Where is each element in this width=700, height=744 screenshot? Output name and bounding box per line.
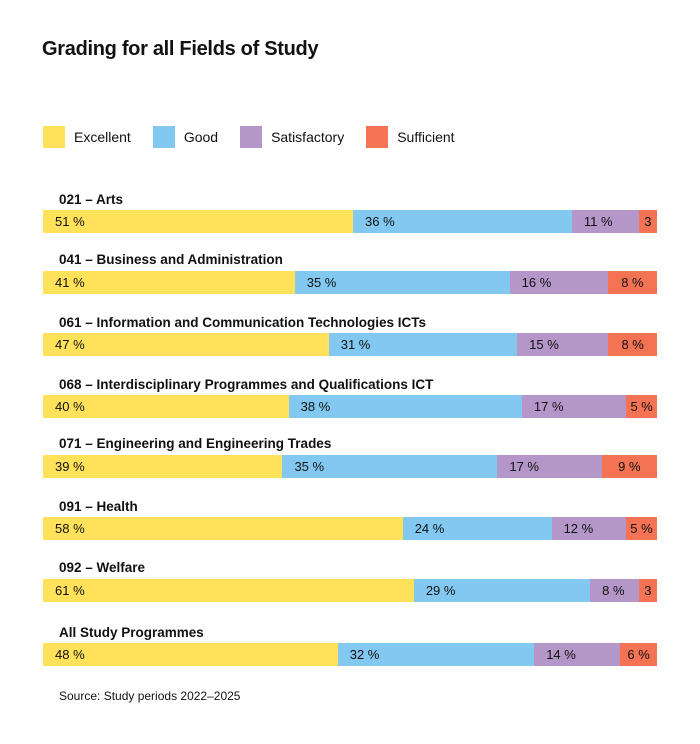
- bar-segment-good: 35 %: [294, 271, 510, 294]
- bar-segment-sufficient: 8 %: [607, 271, 657, 294]
- category-label: 071 – Engineering and Engineering Trades: [59, 436, 332, 451]
- bar-segment-satisfactory: 17 %: [497, 455, 602, 478]
- legend-label: Good: [183, 129, 219, 145]
- legend-item-excellent: Excellent: [43, 126, 131, 148]
- legend-item-satisfactory: Satisfactory: [240, 126, 344, 148]
- bar-segment-satisfactory: 14 %: [534, 643, 621, 666]
- bar-segment-sufficient: 6 %: [620, 643, 657, 666]
- category-label: 021 – Arts: [59, 192, 124, 207]
- legend-swatch: [366, 126, 389, 148]
- stacked-bar: 40 % 38 % 17 % 5 %: [43, 395, 657, 418]
- bar-segment-sufficient: 5 %: [626, 395, 657, 418]
- bar-segment-good: 35 %: [282, 455, 498, 478]
- bar-segment-excellent: 58 %: [43, 517, 403, 540]
- legend-swatch: [43, 126, 65, 148]
- stacked-bar: 61 % 29 % 8 % 3: [43, 579, 657, 602]
- bar-segment-sufficient: 5 %: [625, 517, 657, 540]
- bar-segment-good: 24 %: [402, 517, 552, 540]
- bar-segment-good: 32 %: [337, 643, 535, 666]
- bar-segment-sufficient: 9 %: [601, 455, 657, 478]
- legend-label: Sufficient: [397, 129, 455, 145]
- category-label: 061 – Information and Communication Tech…: [59, 315, 427, 330]
- bar-segment-satisfactory: 16 %: [509, 271, 608, 294]
- legend-swatch: [240, 126, 263, 148]
- stacked-bar: 51 % 36 % 11 % 3: [43, 210, 657, 233]
- bar-segment-good: 29 %: [413, 579, 591, 602]
- stacked-bar: 41 % 35 % 16 % 8 %: [43, 271, 657, 294]
- bar-segment-excellent: 39 %: [43, 455, 283, 478]
- bar-segment-good: 36 %: [353, 210, 572, 233]
- legend-label: Satisfactory: [271, 129, 345, 145]
- bar-segment-excellent: 51 %: [43, 210, 354, 233]
- stacked-bar: 47 % 31 % 15 % 8 %: [43, 333, 657, 356]
- bar-segment-sufficient: 3: [638, 579, 657, 602]
- category-label: 092 – Welfare: [59, 560, 146, 575]
- legend: Excellent Good Satisfactory Sufficient: [43, 126, 477, 148]
- legend-item-good: Good: [152, 126, 219, 148]
- stacked-bar: 58 % 24 % 12 % 5 %: [43, 517, 657, 540]
- bar-segment-good: 38 %: [288, 395, 522, 418]
- legend-item-sufficient: Sufficient: [366, 126, 455, 148]
- bar-segment-excellent: 61 %: [43, 579, 414, 602]
- bar-segment-excellent: 48 %: [43, 643, 338, 666]
- source-note: Source: Study periods 2022–2025: [59, 689, 241, 703]
- bar-segment-sufficient: 3: [638, 210, 657, 233]
- bar-segment-excellent: 47 %: [43, 333, 329, 356]
- category-label: 041 – Business and Administration: [59, 252, 283, 267]
- bar-segment-satisfactory: 12 %: [551, 517, 626, 540]
- bar-segment-excellent: 41 %: [43, 271, 295, 294]
- stacked-bar: 39 % 35 % 17 % 9 %: [43, 455, 657, 478]
- stacked-bar: 48 % 32 % 14 % 6 %: [43, 643, 657, 666]
- bar-segment-satisfactory: 15 %: [517, 333, 609, 356]
- bar-segment-good: 31 %: [328, 333, 518, 356]
- category-label: All Study Programmes: [59, 625, 204, 640]
- category-label: 068 – Interdisciplinary Programmes and Q…: [59, 377, 434, 392]
- bar-segment-satisfactory: 17 %: [521, 395, 627, 418]
- chart-title: Grading for all Fields of Study: [42, 38, 319, 60]
- bar-segment-sufficient: 8 %: [608, 333, 657, 356]
- bar-segment-satisfactory: 8 %: [590, 579, 639, 602]
- legend-label: Excellent: [74, 129, 131, 145]
- legend-swatch: [152, 126, 175, 148]
- bar-segment-satisfactory: 11 %: [571, 210, 639, 233]
- category-label: 091 – Health: [59, 499, 138, 514]
- bar-segment-excellent: 40 %: [43, 395, 289, 418]
